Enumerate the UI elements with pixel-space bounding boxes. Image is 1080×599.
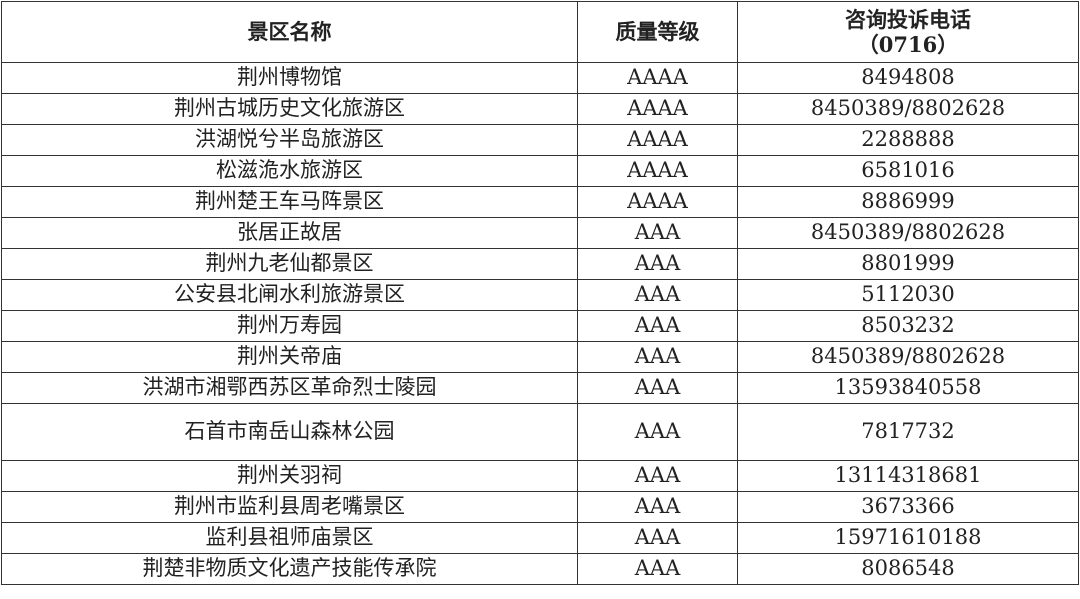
cell-phone: 8503232 [737, 310, 1079, 342]
cell-name: 荆楚非物质文化遗产技能传承院 [1, 553, 578, 585]
header-row: 景区名称 质量等级 咨询投诉电话 （0716） [1, 1, 1079, 63]
cell-grade: AAA [577, 217, 738, 249]
cell-phone: 8450389/8802628 [737, 341, 1079, 373]
cell-name: 石首市南岳山森林公园 [1, 403, 578, 461]
table-row: 荆州楚王车马阵景区 AAAA 8886999 [1, 186, 1079, 218]
cell-grade: AAA [577, 553, 738, 585]
cell-grade: AAA [577, 460, 738, 492]
cell-name: 荆州关帝庙 [1, 341, 578, 373]
cell-phone: 13593840558 [737, 372, 1079, 404]
header-phone-title: 咨询投诉电话 [845, 6, 971, 32]
cell-phone: 8450389/8802628 [737, 93, 1079, 125]
cell-name: 监利县祖师庙景区 [1, 522, 578, 554]
cell-phone: 2288888 [737, 124, 1079, 156]
header-grade: 质量等级 [577, 1, 738, 63]
table-row: 张居正故居 AAA 8450389/8802628 [1, 217, 1079, 249]
table-row: 荆州市监利县周老嘴景区 AAA 3673366 [1, 491, 1079, 523]
cell-name: 荆州楚王车马阵景区 [1, 186, 578, 218]
cell-name: 荆州博物馆 [1, 62, 578, 94]
cell-phone: 15971610188 [737, 522, 1079, 554]
cell-grade: AAA [577, 403, 738, 461]
cell-phone: 7817732 [737, 403, 1079, 461]
cell-phone: 3673366 [737, 491, 1079, 523]
table-row: 松滋洈水旅游区 AAAA 6581016 [1, 155, 1079, 187]
table-row: 洪湖市湘鄂西苏区革命烈士陵园 AAA 13593840558 [1, 372, 1079, 404]
cell-grade: AAAA [577, 62, 738, 94]
cell-phone: 8801999 [737, 248, 1079, 280]
cell-name: 洪湖悦兮半岛旅游区 [1, 124, 578, 156]
table-row: 荆州古城历史文化旅游区 AAAA 8450389/8802628 [1, 93, 1079, 125]
cell-name: 洪湖市湘鄂西苏区革命烈士陵园 [1, 372, 578, 404]
cell-name: 荆州古城历史文化旅游区 [1, 93, 578, 125]
cell-grade: AAA [577, 522, 738, 554]
table-row: 荆州万寿园 AAA 8503232 [1, 310, 1079, 342]
table-row: 荆州关帝庙 AAA 8450389/8802628 [1, 341, 1079, 373]
table-row: 监利县祖师庙景区 AAA 15971610188 [1, 522, 1079, 554]
cell-name: 张居正故居 [1, 217, 578, 249]
table-row: 公安县北闸水利旅游景区 AAA 5112030 [1, 279, 1079, 311]
cell-phone: 6581016 [737, 155, 1079, 187]
cell-grade: AAA [577, 248, 738, 280]
cell-name: 荆州九老仙都景区 [1, 248, 578, 280]
cell-grade: AAA [577, 491, 738, 523]
cell-grade: AAA [577, 341, 738, 373]
header-name: 景区名称 [1, 1, 578, 63]
cell-phone: 8886999 [737, 186, 1079, 218]
table-row: 荆州九老仙都景区 AAA 8801999 [1, 248, 1079, 280]
cell-phone: 5112030 [737, 279, 1079, 311]
cell-grade: AAAA [577, 186, 738, 218]
table-row: 荆州关羽祠 AAA 13114318681 [1, 460, 1079, 492]
header-phone: 咨询投诉电话 （0716） [737, 1, 1079, 63]
table-row: 洪湖悦兮半岛旅游区 AAAA 2288888 [1, 124, 1079, 156]
cell-phone: 13114318681 [737, 460, 1079, 492]
table-row: 石首市南岳山森林公园 AAA 7817732 [1, 403, 1079, 461]
cell-grade: AAAA [577, 93, 738, 125]
scenic-spots-table: 景区名称 质量等级 咨询投诉电话 （0716） 荆州博物馆 AAAA 8494808… [1, 1, 1079, 585]
header-phone-areacode: （0716） [857, 32, 959, 57]
cell-grade: AAA [577, 279, 738, 311]
cell-phone: 8450389/8802628 [737, 217, 1079, 249]
cell-phone: 8086548 [737, 553, 1079, 585]
cell-name: 荆州市监利县周老嘴景区 [1, 491, 578, 523]
cell-grade: AAA [577, 310, 738, 342]
cell-grade: AAA [577, 372, 738, 404]
cell-name: 松滋洈水旅游区 [1, 155, 578, 187]
table-row: 荆楚非物质文化遗产技能传承院 AAA 8086548 [1, 553, 1079, 585]
cell-grade: AAAA [577, 124, 738, 156]
cell-name: 公安县北闸水利旅游景区 [1, 279, 578, 311]
cell-grade: AAAA [577, 155, 738, 187]
cell-name: 荆州万寿园 [1, 310, 578, 342]
table-row: 荆州博物馆 AAAA 8494808 [1, 62, 1079, 94]
cell-name: 荆州关羽祠 [1, 460, 578, 492]
cell-phone: 8494808 [737, 62, 1079, 94]
